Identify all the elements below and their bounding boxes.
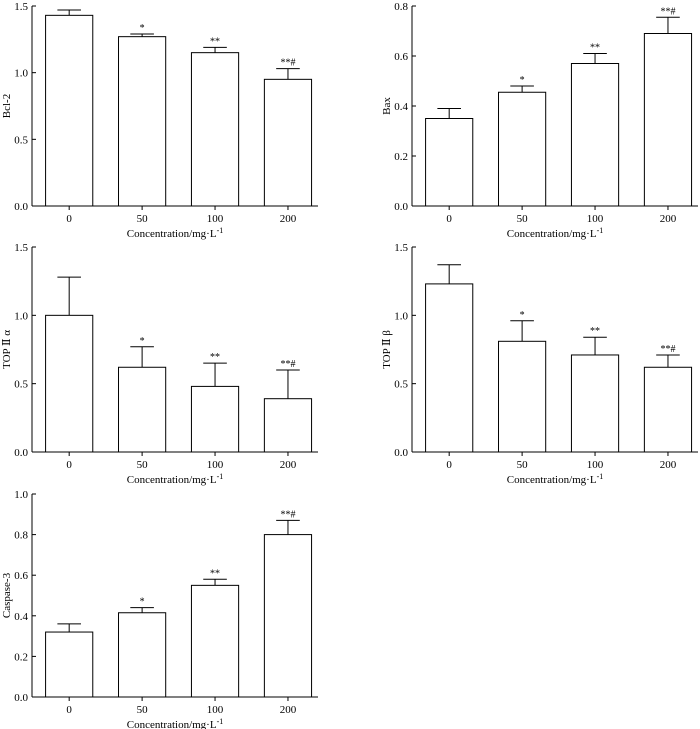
x-axis-label: Concentration/mg·L-1 [127, 717, 223, 729]
y-tick-label: 0.5 [14, 134, 28, 146]
bar [425, 118, 474, 207]
significance-label: * [140, 597, 145, 608]
y-tick-label: 0.5 [394, 379, 408, 391]
x-tick-label: 0 [66, 459, 72, 471]
bar [45, 314, 94, 453]
bar [45, 631, 94, 698]
bar [118, 612, 167, 698]
significance-label: * [140, 336, 145, 347]
y-tick-label: 1.5 [394, 242, 408, 254]
bar [643, 366, 693, 453]
x-axis-label: Concentration/mg·L-1 [127, 226, 223, 240]
significance-label: ** [590, 326, 600, 337]
bar [498, 91, 547, 207]
y-axis-label: TOP Ⅱ β [381, 330, 393, 369]
bar [570, 63, 620, 207]
y-tick-label: 1.0 [14, 68, 28, 80]
x-tick-label: 50 [517, 213, 529, 225]
bar [425, 283, 474, 453]
panel-4: 0.0 0.5 1.0 1.5 TOP Ⅱ β 0 50 * 100 ** 200 **# Concen… [381, 242, 698, 486]
y-axis-label: Bcl-2 [1, 94, 13, 118]
bar [190, 52, 240, 207]
panel-3: 0.0 0.5 1.0 1.5 TOP Ⅱ α 0 50 * 100 ** 200 **# Concen… [1, 242, 318, 486]
x-axis-label: Concentration/mg·L-1 [127, 472, 223, 486]
x-tick-label: 50 [517, 459, 529, 471]
x-tick-label: 100 [587, 213, 604, 225]
bar [643, 33, 693, 207]
x-tick-label: 100 [207, 704, 224, 716]
bar [263, 78, 313, 207]
bar [570, 354, 620, 453]
significance-label: ** [590, 43, 600, 54]
x-tick-label: 50 [137, 704, 149, 716]
bar [118, 36, 167, 207]
y-tick-label: 1.0 [14, 489, 28, 501]
significance-label: **# [280, 509, 295, 520]
significance-label: ** [210, 568, 220, 579]
significance-label: **# [660, 6, 675, 17]
x-tick-label: 100 [207, 213, 224, 225]
panel-1: 0.0 0.5 1.0 1.5 Bcl-2 0 50 * 100 ** 200 **# Concentr… [1, 1, 318, 240]
y-tick-label: 0.0 [394, 201, 408, 213]
bar [498, 340, 547, 453]
y-tick-label: 1.0 [394, 310, 408, 322]
panel-5: 0.0 0.2 0.4 0.6 0.8 1.0 Caspase-3 0 50 * 100 ** 200 *… [1, 489, 318, 729]
significance-label: **# [660, 344, 675, 355]
y-tick-label: 0.0 [14, 447, 28, 459]
y-axis-label: TOP Ⅱ α [1, 330, 13, 369]
bar [190, 385, 240, 453]
x-tick-label: 0 [66, 704, 72, 716]
y-tick-label: 0.8 [394, 1, 408, 13]
bar [263, 398, 313, 453]
x-tick-label: 50 [137, 459, 149, 471]
significance-label: * [140, 23, 145, 34]
x-tick-label: 100 [207, 459, 224, 471]
x-tick-label: 0 [446, 213, 452, 225]
x-tick-label: 0 [66, 213, 72, 225]
y-tick-label: 1.5 [14, 1, 28, 13]
y-tick-label: 0.2 [394, 151, 408, 163]
significance-label: * [520, 75, 525, 86]
bar [118, 366, 167, 453]
significance-label: ** [210, 36, 220, 47]
x-tick-label: 200 [660, 213, 677, 225]
y-tick-label: 1.0 [14, 310, 28, 322]
significance-label: * [520, 310, 525, 321]
y-tick-label: 0.8 [14, 530, 28, 542]
significance-label: **# [280, 359, 295, 370]
bar [190, 584, 240, 698]
y-tick-label: 0.2 [14, 651, 28, 663]
x-tick-label: 200 [280, 704, 297, 716]
significance-label: ** [210, 352, 220, 363]
x-tick-label: 50 [137, 213, 149, 225]
y-tick-label: 0.0 [14, 692, 28, 704]
panel-2: 0.0 0.2 0.4 0.6 0.8 Bax 0 50 * 100 ** 200 **# Concent… [381, 1, 698, 240]
y-axis-label: Caspase-3 [1, 572, 13, 618]
y-tick-label: 0.5 [14, 379, 28, 391]
significance-label: **# [280, 58, 295, 69]
y-tick-label: 0.4 [14, 611, 28, 623]
y-tick-label: 0.0 [394, 447, 408, 459]
x-tick-label: 200 [660, 459, 677, 471]
y-axis-label: Bax [381, 97, 393, 115]
y-tick-label: 0.6 [394, 51, 408, 63]
x-tick-label: 100 [587, 459, 604, 471]
bar [45, 14, 94, 207]
y-tick-label: 0.0 [14, 201, 28, 213]
x-axis-label: Concentration/mg·L-1 [507, 226, 603, 240]
y-tick-label: 0.4 [394, 101, 408, 113]
x-tick-label: 200 [280, 213, 297, 225]
x-tick-label: 200 [280, 459, 297, 471]
x-axis-label: Concentration/mg·L-1 [507, 472, 603, 486]
y-tick-label: 1.5 [14, 242, 28, 254]
x-tick-label: 0 [446, 459, 452, 471]
bar [263, 534, 313, 698]
y-tick-label: 0.6 [14, 570, 28, 582]
